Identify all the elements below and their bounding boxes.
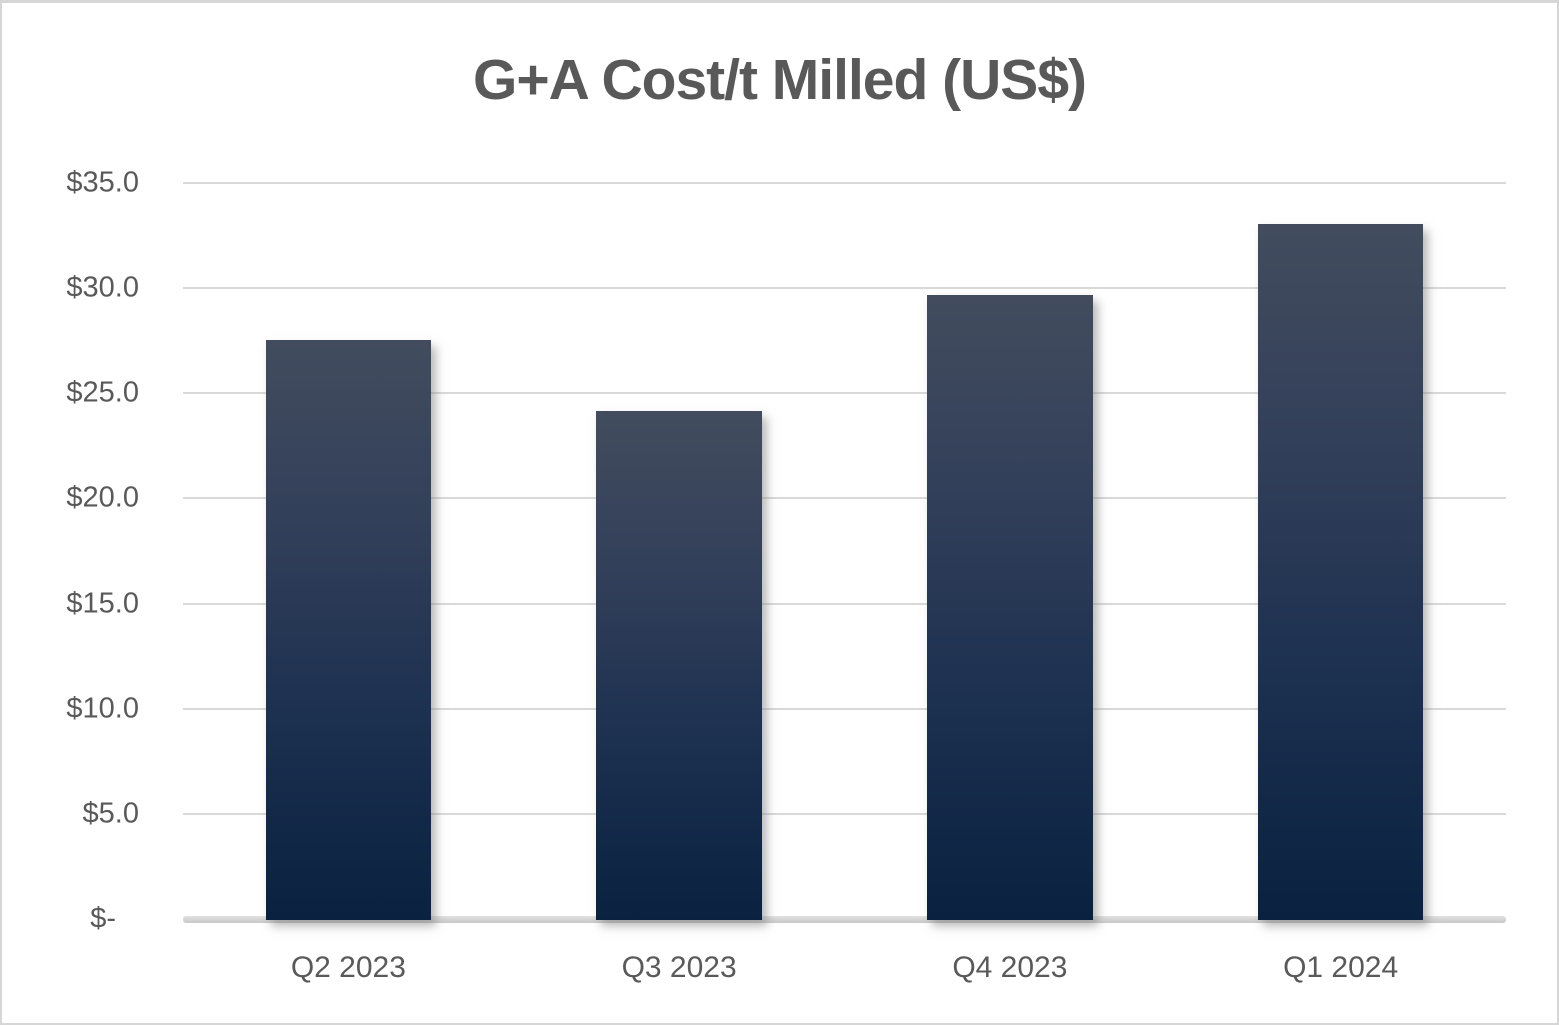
x-axis-tick-label: Q2 2023: [290, 951, 406, 984]
bar-q1-2024: [1257, 223, 1424, 920]
y-axis-tick-label: $-: [90, 902, 116, 935]
gridline: [183, 707, 1506, 710]
bar-q2-2023: [265, 339, 432, 920]
bar-q4-2023: [927, 295, 1093, 920]
plot-area: [183, 182, 1506, 923]
x-axis-tick-label: Q4 2023: [952, 951, 1068, 984]
x-axis-tick-label: Q1 2024: [1283, 951, 1399, 984]
y-axis-tick-label: $10.0: [66, 692, 139, 725]
y-axis-tick-label: $20.0: [66, 481, 139, 514]
y-axis-tick-label: $30.0: [66, 271, 139, 304]
bar-q3-2023: [596, 411, 762, 920]
x-axis-labels: Q2 2023 Q3 2023 Q4 2023 Q1 2024: [183, 947, 1506, 997]
y-axis-labels: $35.0 $30.0 $25.0 $20.0 $15.0 $10.0 $5.0 $-: [2, 167, 139, 935]
x-axis-tick-label: Q3 2023: [621, 951, 737, 984]
y-axis-tick-label: $35.0: [66, 166, 139, 199]
gridline: [183, 392, 1506, 395]
y-axis-tick-label: $15.0: [66, 587, 139, 620]
gridline: [183, 287, 1506, 290]
gridline: [183, 812, 1506, 815]
gridline: [183, 602, 1506, 605]
gridline: [183, 182, 1506, 184]
chart-title: G+A Cost/t Milled (US$): [472, 48, 1087, 112]
gridline: [183, 497, 1506, 500]
x-axis-line: [183, 916, 1506, 923]
y-axis-tick-label: $25.0: [66, 376, 139, 409]
y-axis-tick-label: $5.0: [82, 797, 139, 830]
